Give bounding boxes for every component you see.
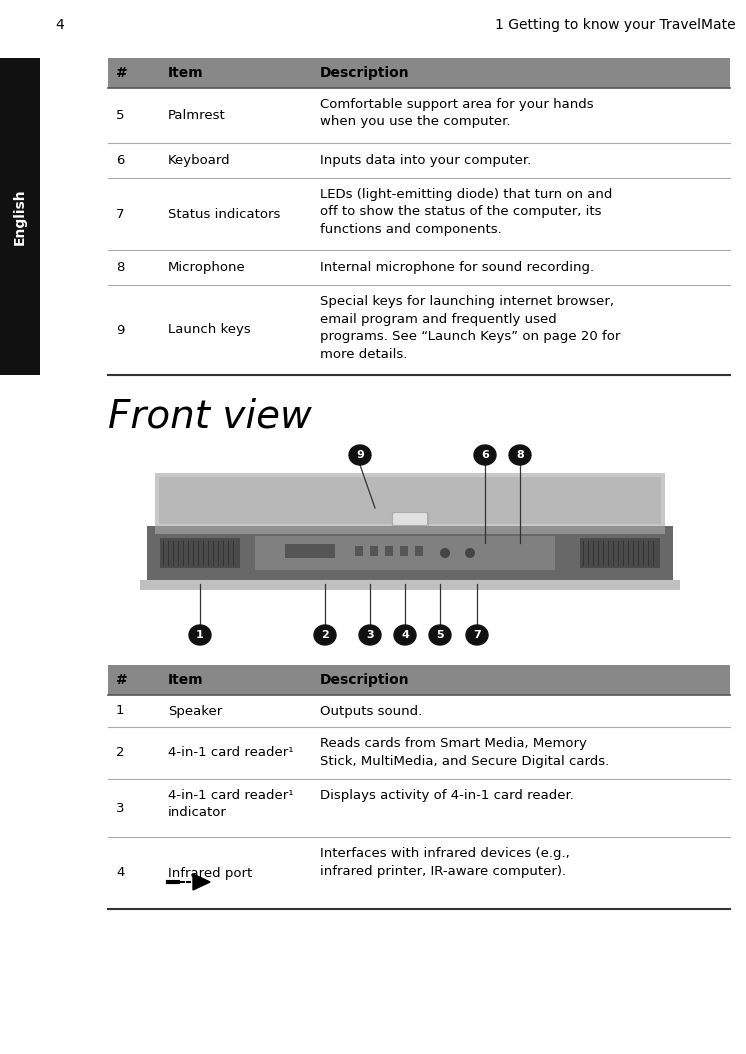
Bar (355, 546, 363, 557)
Text: 7: 7 (473, 630, 481, 640)
Text: 1: 1 (116, 704, 125, 718)
Text: 5: 5 (436, 630, 444, 640)
Bar (108, 58, 730, 87)
Text: 4: 4 (116, 866, 125, 879)
Circle shape (465, 548, 475, 558)
Text: Keyboard: Keyboard (168, 154, 231, 167)
Bar (108, 178, 730, 250)
Bar (370, 546, 378, 557)
Text: Inputs data into your computer.: Inputs data into your computer. (320, 154, 531, 167)
Text: Outputs sound.: Outputs sound. (320, 704, 422, 718)
Text: 9: 9 (116, 324, 125, 336)
Bar (108, 837, 730, 909)
Text: 4-in-1 card reader¹
indicator: 4-in-1 card reader¹ indicator (168, 789, 293, 819)
Text: 1: 1 (196, 630, 204, 640)
Text: Palmrest: Palmrest (168, 109, 226, 122)
Text: 4-in-1 card reader¹: 4-in-1 card reader¹ (168, 746, 293, 760)
Ellipse shape (509, 445, 531, 465)
Text: 9: 9 (356, 450, 364, 460)
Bar (160, 538, 240, 568)
Ellipse shape (466, 625, 488, 645)
Text: 8: 8 (116, 261, 125, 274)
Text: Comfortable support area for your hands
when you use the computer.: Comfortable support area for your hands … (320, 98, 594, 129)
Text: 2: 2 (116, 746, 125, 760)
Ellipse shape (359, 625, 381, 645)
Text: Displays activity of 4-in-1 card reader.: Displays activity of 4-in-1 card reader. (320, 789, 574, 802)
Bar (108, 87, 730, 143)
Bar (159, 477, 661, 524)
Bar (392, 512, 428, 526)
Bar (285, 544, 335, 558)
Bar (155, 473, 665, 528)
Bar (400, 546, 408, 557)
Text: #: # (116, 674, 128, 687)
Ellipse shape (189, 625, 211, 645)
Bar (580, 538, 660, 568)
Text: Special keys for launching internet browser,
email program and frequently used
p: Special keys for launching internet brow… (320, 295, 621, 360)
Text: Front view: Front view (108, 397, 312, 435)
Bar (415, 546, 423, 557)
Text: 1 Getting to know your TravelMate: 1 Getting to know your TravelMate (495, 18, 736, 32)
Ellipse shape (429, 625, 451, 645)
Text: 2: 2 (321, 630, 329, 640)
Text: Launch keys: Launch keys (168, 324, 251, 336)
Text: #: # (116, 66, 128, 80)
Text: Microphone: Microphone (168, 261, 245, 274)
Bar (155, 526, 665, 534)
Text: 4: 4 (55, 18, 63, 32)
Bar (108, 665, 730, 695)
Text: 6: 6 (116, 154, 125, 167)
Text: Status indicators: Status indicators (168, 208, 280, 220)
Bar (147, 526, 673, 584)
Text: Description: Description (320, 674, 410, 687)
Text: 6: 6 (481, 450, 489, 460)
Text: Item: Item (168, 674, 204, 687)
Bar (108, 779, 730, 837)
Bar (385, 546, 393, 557)
Bar (108, 143, 730, 178)
Ellipse shape (394, 625, 416, 645)
Ellipse shape (314, 625, 336, 645)
Text: 8: 8 (516, 450, 524, 460)
Text: Internal microphone for sound recording.: Internal microphone for sound recording. (320, 261, 594, 274)
Text: English: English (13, 189, 27, 245)
Text: Interfaces with infrared devices (e.g.,
infrared printer, IR-aware computer).: Interfaces with infrared devices (e.g., … (320, 847, 570, 878)
Bar (255, 536, 555, 570)
Text: 3: 3 (116, 801, 125, 815)
Ellipse shape (349, 445, 371, 465)
Bar (108, 285, 730, 375)
Circle shape (440, 548, 450, 558)
Bar (0, 58, 40, 375)
Text: Description: Description (320, 66, 410, 80)
Text: 4: 4 (401, 630, 409, 640)
Bar (108, 250, 730, 285)
Text: Infrared port: Infrared port (168, 866, 252, 879)
Text: Reads cards from Smart Media, Memory
Stick, MultiMedia, and Secure Digital cards: Reads cards from Smart Media, Memory Sti… (320, 737, 609, 767)
Text: 3: 3 (366, 630, 374, 640)
Text: Speaker: Speaker (168, 704, 222, 718)
FancyBboxPatch shape (392, 512, 427, 526)
Bar (140, 580, 680, 590)
Text: 7: 7 (116, 208, 125, 220)
Bar (108, 727, 730, 779)
Text: Item: Item (168, 66, 204, 80)
Text: 5: 5 (116, 109, 125, 122)
Polygon shape (193, 874, 210, 890)
Ellipse shape (474, 445, 496, 465)
Text: LEDs (light-emitting diode) that turn on and
off to show the status of the compu: LEDs (light-emitting diode) that turn on… (320, 188, 612, 236)
Bar (108, 695, 730, 727)
